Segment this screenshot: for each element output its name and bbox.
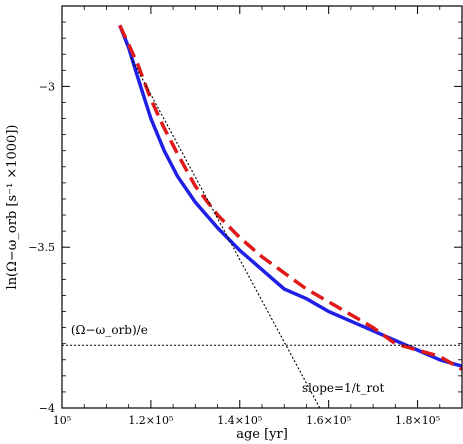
y-tick-label: −3	[39, 80, 55, 93]
series-layer	[118, 24, 463, 409]
annotations: (Ω−ω_orb)/e slope=1/t_rot	[71, 323, 385, 395]
y-tick-label: −3.5	[28, 241, 55, 254]
blue-solid-curve	[118, 24, 463, 368]
annotation-label: slope=1/t_rot	[302, 381, 385, 395]
x-tick-label: 1.6×10⁵	[306, 414, 351, 427]
plot-frame	[61, 5, 463, 409]
y-tick-label: −4	[39, 402, 55, 415]
x-axis-title: age [yr]	[236, 427, 288, 442]
tick-labels: 10⁵ 1.2×10⁵ 1.4×10⁵ 1.6×10⁵ 1.8×10⁵ −3 −3.5 −4	[28, 80, 440, 427]
x-tick-label: 1.8×10⁵	[395, 414, 440, 427]
annotation-label: (Ω−ω_orb)/e	[71, 323, 148, 337]
ticks	[61, 6, 462, 409]
red-dashed-curve	[118, 24, 463, 371]
y-axis-title: ln(Ω−ω_orb [s⁻¹ ×1000])	[5, 125, 20, 290]
x-tick-label: 1.2×10⁵	[128, 414, 173, 427]
x-tick-label: 1.4×10⁵	[217, 414, 262, 427]
x-tick-label: 10⁵	[53, 414, 71, 427]
